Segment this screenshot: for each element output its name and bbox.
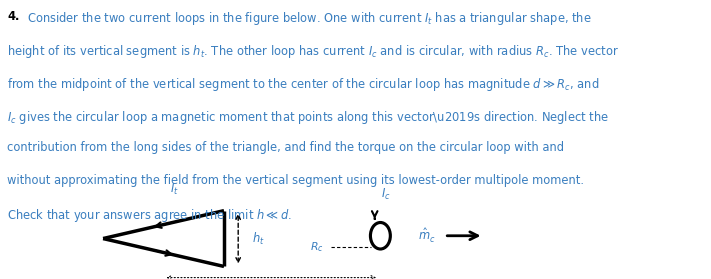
Text: $\mathit{I_c}$: $\mathit{I_c}$ xyxy=(381,187,391,202)
Text: from the midpoint of the vertical segment to the center of the circular loop has: from the midpoint of the vertical segmen… xyxy=(7,76,599,93)
Text: $\mathit{I_c}$ gives the circular loop a magnetic moment that points along this : $\mathit{I_c}$ gives the circular loop a… xyxy=(7,109,609,126)
Text: 4.: 4. xyxy=(7,10,19,23)
Text: Check that your answers agree in the limit $\mathit{h} \ll \mathit{d}$.: Check that your answers agree in the lim… xyxy=(7,207,292,224)
Text: $\mathit{R_c}$: $\mathit{R_c}$ xyxy=(310,240,324,254)
Text: without approximating the field from the vertical segment using its lowest-order: without approximating the field from the… xyxy=(7,174,584,187)
Text: $\mathit{h_t}$: $\mathit{h_t}$ xyxy=(252,230,265,247)
Text: height of its vertical segment is $\mathit{h_t}$. The other loop has current $\m: height of its vertical segment is $\math… xyxy=(7,43,619,60)
Text: contribution from the long sides of the triangle, and find the torque on the cir: contribution from the long sides of the … xyxy=(7,141,564,155)
Text: Consider the two current loops in the figure below. One with current $\mathit{I_: Consider the two current loops in the fi… xyxy=(27,10,592,27)
Text: $\hat{m}_c$: $\hat{m}_c$ xyxy=(418,227,436,245)
Text: $\mathit{I_t}$: $\mathit{I_t}$ xyxy=(170,182,178,197)
